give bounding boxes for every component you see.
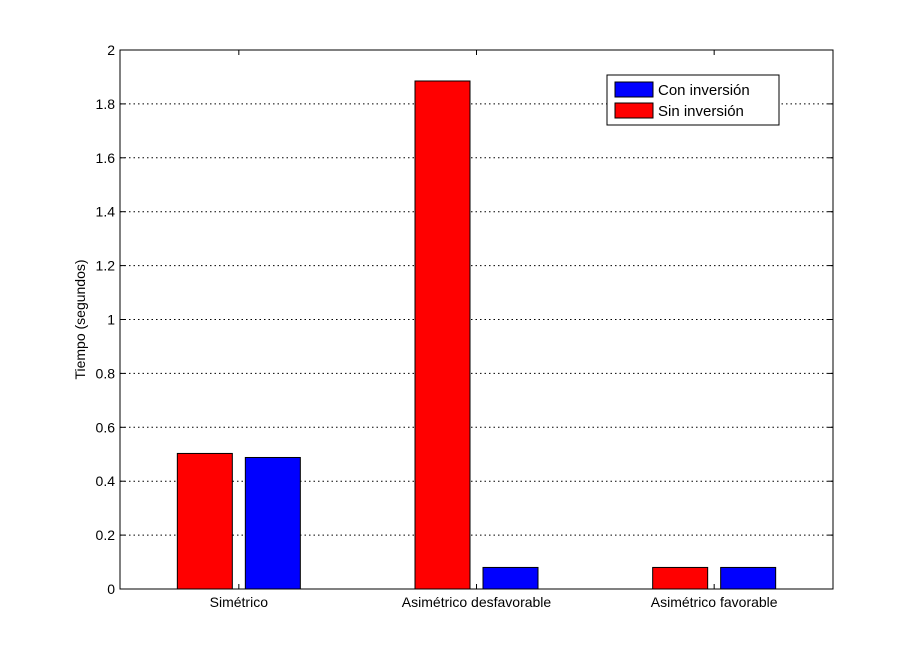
legend-swatch	[614, 102, 654, 119]
y-tick-label: 0.2	[96, 527, 116, 543]
bar-con-inversion	[244, 456, 301, 590]
y-tick-label: 1	[107, 312, 115, 328]
legend-label: Sin inversión	[658, 103, 744, 120]
y-axis-label: Tiempo (segundos)	[72, 259, 88, 379]
y-tick-label: 1.6	[96, 150, 116, 166]
y-tick-label: 1.8	[96, 96, 116, 112]
y-tick-label: 1.4	[96, 204, 116, 220]
bar-sin-inversion	[414, 80, 471, 590]
bar-sin-inversion	[652, 566, 709, 590]
bars	[176, 80, 777, 590]
bar-sin-inversion	[176, 452, 233, 590]
legend-swatch	[614, 81, 654, 98]
y-tick-label: 0.6	[96, 419, 116, 435]
y-tick-label: 0	[107, 581, 115, 597]
y-tick-label: 0.8	[96, 365, 116, 381]
legend-label: Con inversión	[658, 82, 750, 99]
y-tick-label: 2	[107, 42, 115, 58]
y-tick-label: 0.4	[96, 473, 116, 489]
bar-con-inversion	[482, 566, 539, 590]
x-tick-label: Simétrico	[210, 594, 269, 610]
y-tick-label: 1.2	[96, 258, 116, 274]
grid-lines	[120, 103, 833, 536]
x-tick-label: Asimétrico favorable	[651, 594, 778, 610]
axis-ticks: 0 0.2 0.4 0.6 0.8 1 1.2 1.4 1.6 1.8 2 Simétrico Asim…	[96, 42, 833, 610]
legend: Con inversión Sin inversión	[606, 74, 780, 126]
bar-con-inversion	[720, 566, 777, 590]
x-tick-label: Asimétrico desfavorable	[402, 594, 552, 610]
